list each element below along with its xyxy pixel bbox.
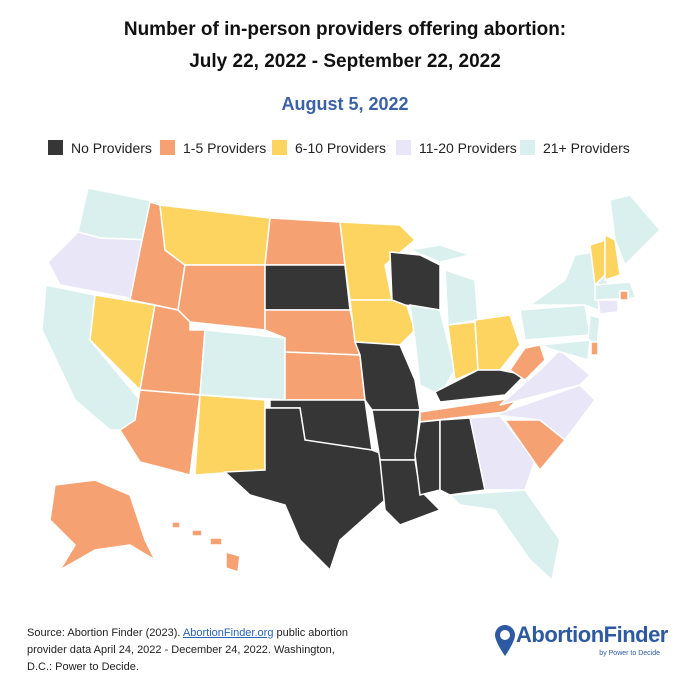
logo: AbortionFinder by Power to Decide bbox=[494, 622, 674, 662]
state bbox=[448, 489, 561, 582]
legend-swatch bbox=[272, 140, 287, 155]
source-text: Source: Abortion Finder (2023). bbox=[27, 627, 183, 639]
state bbox=[619, 290, 629, 301]
source: Source: Abortion Finder (2023). Abortion… bbox=[27, 625, 357, 676]
state bbox=[609, 194, 662, 267]
state bbox=[444, 268, 479, 326]
state bbox=[225, 551, 241, 574]
state bbox=[594, 281, 638, 301]
logo-pin bbox=[495, 625, 515, 656]
state bbox=[597, 299, 619, 315]
source-text: public abortion provider data April 24, … bbox=[27, 627, 349, 673]
state bbox=[604, 233, 621, 282]
state bbox=[171, 521, 181, 529]
legend-swatch bbox=[160, 140, 175, 155]
state bbox=[264, 264, 351, 311]
source-link[interactable]: AbortionFinder.org bbox=[182, 627, 274, 639]
state bbox=[389, 251, 441, 311]
state bbox=[49, 479, 157, 573]
state bbox=[191, 529, 203, 537]
logo-tagline: by Power to Decide bbox=[599, 650, 660, 657]
legend-swatch bbox=[520, 140, 535, 155]
state bbox=[349, 299, 416, 346]
title-line: July 22, 2022 - September 22, 2022 bbox=[189, 51, 501, 72]
state bbox=[469, 415, 536, 491]
legend-swatch bbox=[48, 140, 63, 155]
title-line: Number of in-person providers offering a… bbox=[123, 19, 567, 40]
legend-swatch bbox=[396, 140, 411, 155]
state bbox=[199, 329, 286, 401]
logo-text: AbortionFinder bbox=[516, 622, 668, 647]
state bbox=[264, 217, 346, 266]
state bbox=[223, 407, 386, 572]
legend-label: 11-20 Providers bbox=[419, 140, 517, 156]
state bbox=[519, 304, 591, 341]
state bbox=[194, 394, 266, 476]
legend-label: 1-5 Providers bbox=[183, 140, 266, 156]
legend-label: 21+ Providers bbox=[543, 140, 630, 156]
state bbox=[590, 341, 599, 356]
state bbox=[371, 409, 421, 461]
state bbox=[508, 344, 546, 381]
legend-label: 6-10 Providers bbox=[295, 140, 386, 156]
state bbox=[353, 341, 421, 411]
state bbox=[474, 314, 521, 371]
state bbox=[159, 204, 271, 266]
state bbox=[494, 384, 596, 442]
state bbox=[407, 244, 473, 263]
date: August 5, 2022 bbox=[281, 94, 409, 114]
title: Number of in-person providers offering a… bbox=[0, 14, 690, 78]
state bbox=[209, 537, 223, 546]
state bbox=[539, 339, 591, 361]
state bbox=[414, 419, 441, 496]
state bbox=[339, 221, 417, 301]
legend-label: No Providers bbox=[71, 140, 152, 156]
state bbox=[499, 348, 592, 406]
state bbox=[177, 264, 266, 331]
state bbox=[284, 351, 366, 401]
